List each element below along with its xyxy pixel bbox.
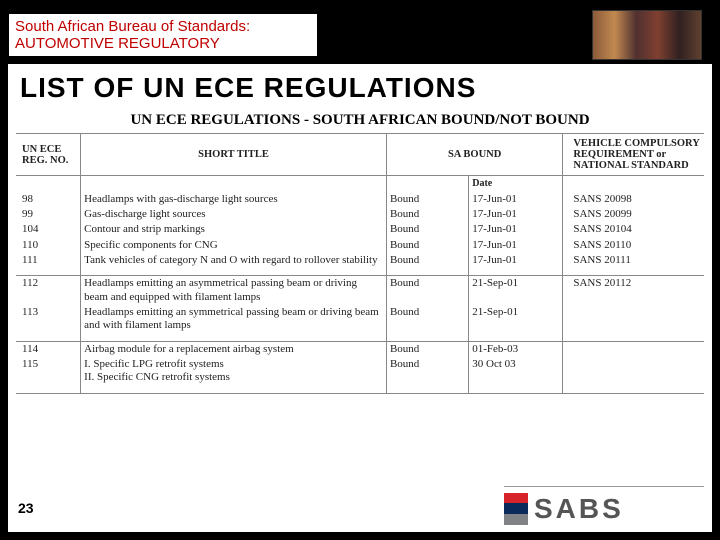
cell-std bbox=[563, 305, 704, 333]
cell-date: 17-Jun-01 bbox=[469, 192, 563, 207]
cell-title: Headlamps with gas-discharge light sourc… bbox=[81, 192, 387, 207]
logo-stripes-icon bbox=[504, 493, 528, 525]
cell-bound: Bound bbox=[386, 276, 468, 305]
section-gap bbox=[16, 333, 704, 341]
cell-std: SANS 20104 bbox=[563, 222, 704, 237]
cell-title: Headlamps emitting an symmetrical passin… bbox=[81, 305, 387, 333]
table-row: 99Gas-discharge light sourcesBound17-Jun… bbox=[16, 207, 704, 222]
cell-date: 17-Jun-01 bbox=[469, 222, 563, 237]
cell-bound: Bound bbox=[386, 238, 468, 253]
col-header-reg: UN ECE REG. NO. bbox=[16, 134, 81, 176]
slide-container: South African Bureau of Standards: AUTOM… bbox=[0, 0, 720, 540]
cell-bound: Bound bbox=[386, 357, 468, 385]
cell-title: Airbag module for a replacement airbag s… bbox=[81, 341, 387, 357]
cell-std bbox=[563, 357, 704, 385]
cell-date: 21-Sep-01 bbox=[469, 276, 563, 305]
table-title: UN ECE REGULATIONS - SOUTH AFRICAN BOUND… bbox=[16, 110, 704, 134]
table-body: Date98Headlamps with gas-discharge light… bbox=[16, 176, 704, 394]
table-row: 110Specific components for CNGBound17-Ju… bbox=[16, 238, 704, 253]
cell-date: 01-Feb-03 bbox=[469, 341, 563, 357]
table-row: 104Contour and strip markingsBound17-Jun… bbox=[16, 222, 704, 237]
table-row: 113Headlamps emitting an symmetrical pas… bbox=[16, 305, 704, 333]
cell-reg: 99 bbox=[16, 207, 81, 222]
footer: 23 SABS bbox=[8, 484, 712, 532]
header-text-box: South African Bureau of Standards: AUTOM… bbox=[8, 13, 318, 58]
sabs-logo: SABS bbox=[504, 486, 704, 528]
logo-text: SABS bbox=[534, 493, 624, 525]
cell-title: I. Specific LPG retrofit systemsII. Spec… bbox=[81, 357, 387, 385]
page-number: 23 bbox=[8, 500, 34, 516]
col-header-title: SHORT TITLE bbox=[81, 134, 387, 176]
col-header-std: VEHICLE COMPULSORY REQUIREMENT or NATION… bbox=[563, 134, 704, 176]
date-header-row: Date bbox=[16, 176, 704, 193]
cell-empty bbox=[81, 176, 387, 193]
cell-reg: 110 bbox=[16, 238, 81, 253]
cell-reg: 114 bbox=[16, 341, 81, 357]
cell-bound: Bound bbox=[386, 207, 468, 222]
header: South African Bureau of Standards: AUTOM… bbox=[8, 8, 712, 62]
cell-reg: 111 bbox=[16, 253, 81, 268]
table-header: UN ECE REG. NO. SHORT TITLE SA BOUND VEH… bbox=[16, 134, 704, 176]
cell-std: SANS 20112 bbox=[563, 276, 704, 305]
header-org: South African Bureau of Standards: bbox=[15, 18, 311, 35]
cell-std: SANS 20111 bbox=[563, 253, 704, 268]
cell-reg: 104 bbox=[16, 222, 81, 237]
page-title: LIST OF UN ECE REGULATIONS bbox=[16, 68, 704, 110]
table-area: UN ECE REGULATIONS - SOUTH AFRICAN BOUND… bbox=[16, 110, 704, 394]
regulations-table: UN ECE REG. NO. SHORT TITLE SA BOUND VEH… bbox=[16, 134, 704, 394]
table-row: 112Headlamps emitting an asymmetrical pa… bbox=[16, 276, 704, 305]
cell-bound: Bound bbox=[386, 305, 468, 333]
cell-date: 17-Jun-01 bbox=[469, 238, 563, 253]
cell-bound: Bound bbox=[386, 253, 468, 268]
cell-empty bbox=[386, 176, 468, 193]
table-row: 111Tank vehicles of category N and O wit… bbox=[16, 253, 704, 268]
cell-date: 30 Oct 03 bbox=[469, 357, 563, 385]
cell-reg: 115 bbox=[16, 357, 81, 385]
table-row: 115I. Specific LPG retrofit systemsII. S… bbox=[16, 357, 704, 385]
date-label: Date bbox=[469, 176, 563, 193]
cell-std: SANS 20110 bbox=[563, 238, 704, 253]
cell-reg: 98 bbox=[16, 192, 81, 207]
section-gap bbox=[16, 268, 704, 276]
cell-title: Headlamps emitting an asymmetrical passi… bbox=[81, 276, 387, 305]
cell-bound: Bound bbox=[386, 222, 468, 237]
cell-title: Tank vehicles of category N and O with r… bbox=[81, 253, 387, 268]
cell-title: Gas-discharge light sources bbox=[81, 207, 387, 222]
table-row: 114Airbag module for a replacement airba… bbox=[16, 341, 704, 357]
content-area: LIST OF UN ECE REGULATIONS UN ECE REGULA… bbox=[8, 64, 712, 484]
cell-empty bbox=[16, 176, 81, 193]
table-row: 98Headlamps with gas-discharge light sou… bbox=[16, 192, 704, 207]
cell-reg: 112 bbox=[16, 276, 81, 305]
header-decorative-image bbox=[592, 10, 702, 60]
cell-title: Contour and strip markings bbox=[81, 222, 387, 237]
header-dept: AUTOMOTIVE REGULATORY bbox=[15, 35, 311, 52]
cell-bound: Bound bbox=[386, 341, 468, 357]
section-gap bbox=[16, 385, 704, 393]
cell-title: Specific components for CNG bbox=[81, 238, 387, 253]
cell-std bbox=[563, 341, 704, 357]
cell-std: SANS 20099 bbox=[563, 207, 704, 222]
col-header-bound: SA BOUND bbox=[386, 134, 562, 176]
cell-empty bbox=[563, 176, 704, 193]
cell-date: 21-Sep-01 bbox=[469, 305, 563, 333]
cell-bound: Bound bbox=[386, 192, 468, 207]
cell-date: 17-Jun-01 bbox=[469, 253, 563, 268]
cell-reg: 113 bbox=[16, 305, 81, 333]
cell-date: 17-Jun-01 bbox=[469, 207, 563, 222]
cell-std: SANS 20098 bbox=[563, 192, 704, 207]
